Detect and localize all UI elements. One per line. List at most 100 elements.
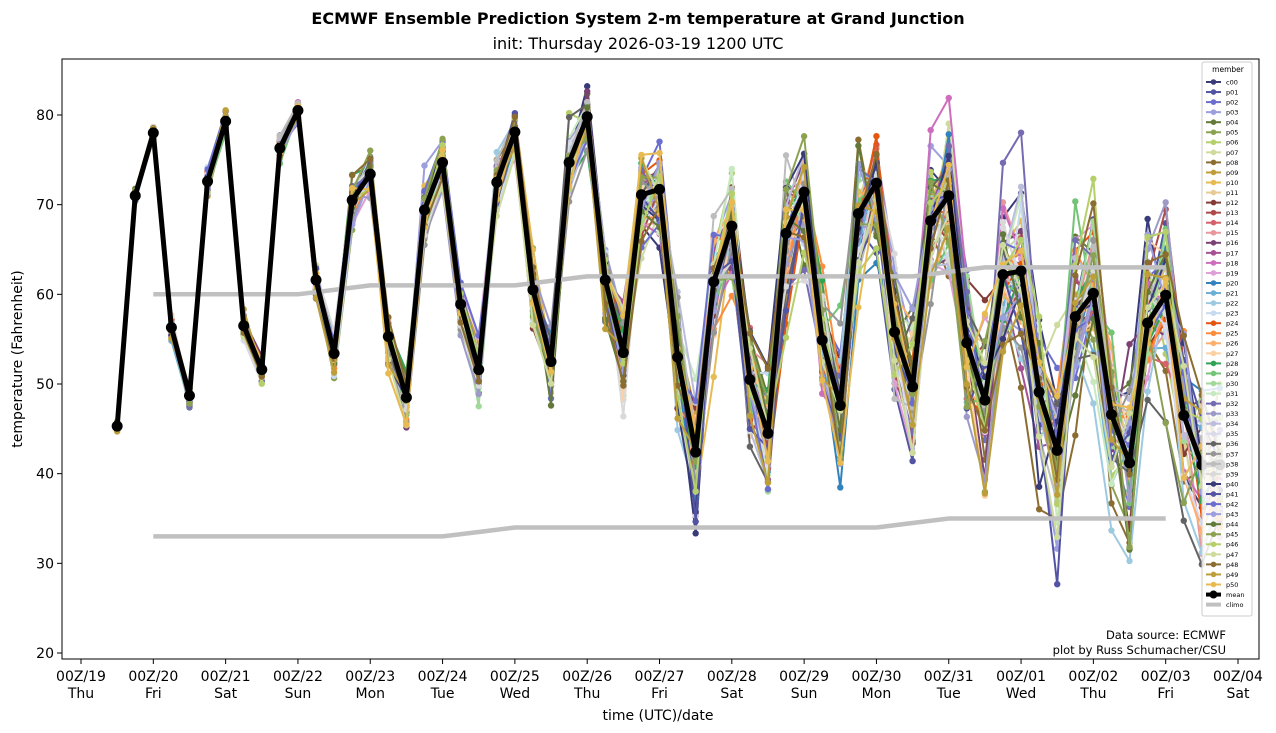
legend-swatch-marker [1210,89,1217,95]
legend-item-p11: p11 [1206,189,1238,197]
member-point [800,266,808,274]
x-tick-day-label: Tue [430,686,455,702]
member-point [981,337,989,345]
mean-point [1015,265,1027,277]
member-point [367,147,374,154]
member-point [981,310,989,318]
member-point [1072,432,1079,439]
legend-item-c00: c00 [1206,78,1238,86]
legend-item-p32: p32 [1206,400,1238,408]
legend: member c00 p01 p02 p03 p04 p05 p06 p07 p08 p09 p10… [1201,61,1253,617]
x-tick-day-label: Mon [355,686,385,702]
legend-label: p21 [1226,289,1238,297]
mean-point [997,269,1009,281]
x-axis-label: time (UTC)/date [602,708,713,724]
member-point [800,277,808,284]
y-tick-label: 30 [36,556,54,572]
member-point [782,206,790,213]
member-point [1054,500,1061,508]
mean-point [1178,409,1190,421]
legend-label: p26 [1226,340,1238,348]
member-point [1017,129,1025,136]
legend-swatch-marker [1210,360,1217,367]
legend-swatch-marker [1210,451,1217,457]
member-point [385,370,392,377]
legend-item-p35: p35 [1206,430,1238,438]
legend-swatch-marker [1210,79,1217,85]
member-point [981,359,989,367]
legend-label: p11 [1226,189,1238,197]
mean-line [114,108,1220,468]
member-point [1108,329,1115,336]
member-point [999,314,1007,322]
member-point [1108,463,1115,471]
member-point [1108,527,1115,534]
legend-label: p06 [1226,139,1238,147]
legend-item-p04: p04 [1206,119,1238,127]
x-tick-label: 00Z/29 [779,669,829,685]
mean-point [382,330,394,342]
member-point [1108,480,1115,488]
member-point [674,313,681,320]
mean-point [979,394,991,406]
mean-point [744,374,756,386]
legend-swatch-marker [1210,260,1217,266]
member-point [1180,517,1187,524]
legend-label: p47 [1226,551,1238,559]
legend-label: mean [1226,591,1244,599]
mean-point [762,427,774,439]
member-point [1035,483,1043,490]
x-tick-day-label: Sun [285,686,312,702]
member-point [692,488,699,495]
member-point [583,104,591,111]
member-point [583,98,591,106]
legend-item-p12: p12 [1206,199,1238,207]
legend-label: p38 [1226,460,1238,468]
legend-swatch-marker [1210,209,1217,216]
member-point [963,403,971,411]
legend-label: p04 [1226,119,1238,127]
legend-swatch-marker [1210,129,1217,136]
legend-label: p39 [1226,470,1238,478]
legend-swatch-marker [1210,380,1217,387]
legend-item-p30: p30 [1206,380,1238,388]
mean-point [635,189,647,201]
y-tick-label: 20 [36,646,54,662]
legend-item-p08: p08 [1206,159,1238,167]
legend-swatch-marker [1209,590,1218,599]
legend-label: p48 [1226,561,1238,569]
legend-item-p34: p34 [1206,420,1238,428]
member-point [710,212,717,220]
mean-point [889,326,901,338]
member-point [1162,199,1169,206]
legend-label: p14 [1226,219,1238,227]
legend-label: p16 [1226,239,1238,247]
mean-point [563,157,575,169]
legend-item-p33: p33 [1206,410,1238,418]
legend-item-p14: p14 [1206,219,1238,227]
member-point [909,315,916,322]
member-point [873,245,880,252]
member-point [1017,247,1025,255]
mean-point [834,400,846,412]
mean-point [617,347,629,359]
legend-item-p19: p19 [1206,269,1238,277]
legend-swatch-marker [1210,240,1217,246]
member-point [746,443,754,450]
member-point [945,152,952,160]
legend-swatch-marker [1210,531,1217,538]
member-point [746,330,754,337]
mean-point [509,126,521,138]
x-tick-label: 00Z/28 [707,669,757,685]
member-point [782,334,790,341]
member-point [981,296,989,304]
y-tick-label: 70 [36,198,54,214]
legend-label: c00 [1226,78,1238,86]
member-point [1144,304,1151,311]
x-tick-day-label: Mon [862,686,892,702]
x-tick-label: 00Z/30 [851,669,901,685]
y-tick-label: 40 [36,467,54,483]
legend-swatch-marker [1210,189,1217,196]
member-point [909,449,916,457]
